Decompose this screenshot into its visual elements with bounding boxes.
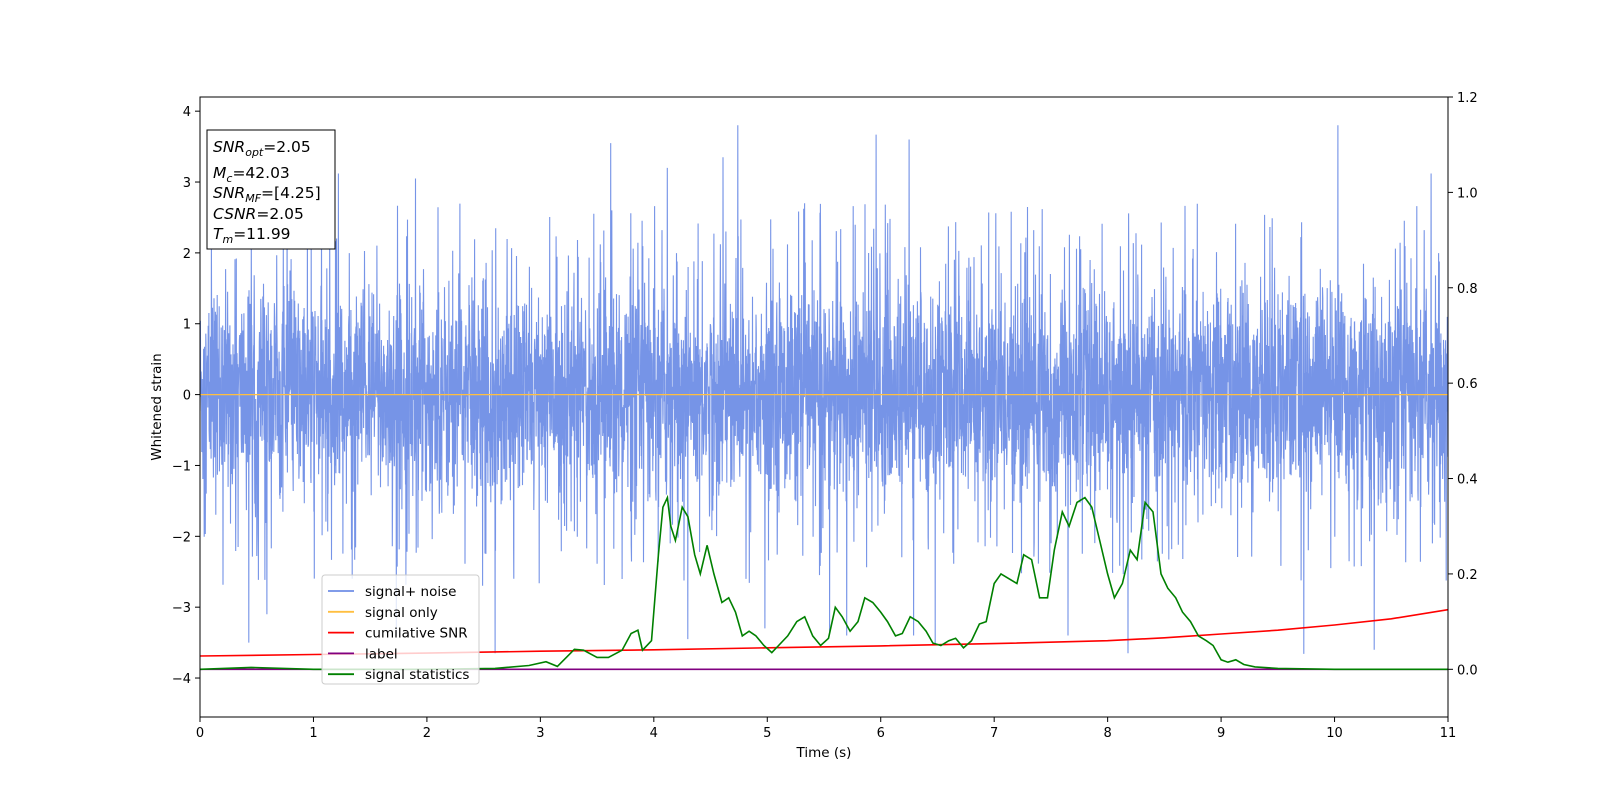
annotation-box: SNRopt=2.05 Mc=42.03 SNRMF=[4.25] CSNR=2… (206, 129, 336, 250)
y-axis-ticks: 4 3 2 1 0 −1 −2 −3 −4 (172, 105, 200, 687)
x-tick-label: 9 (1217, 726, 1225, 741)
y2-tick-label: 0.0 (1457, 663, 1478, 678)
y2-tick-label: 0.8 (1457, 282, 1478, 297)
annotation-snr-opt: SNRopt=2.05 (213, 138, 311, 159)
y-tick-label: −3 (172, 601, 191, 616)
x-tick-label: 10 (1326, 726, 1343, 741)
annotation-snr-mf: SNRMF=[4.25] (213, 184, 321, 205)
y2-tick-label: 1.2 (1457, 91, 1478, 106)
y-tick-label: −1 (172, 459, 191, 474)
y-tick-label: 3 (183, 176, 191, 191)
x-tick-label: 6 (877, 726, 885, 741)
y-tick-label: 4 (183, 105, 191, 120)
legend-label-label: label (365, 646, 398, 662)
x-tick-label: 11 (1440, 726, 1457, 741)
legend-label-signal-statistics: signal statistics (365, 667, 469, 683)
y-tick-label: −4 (172, 672, 191, 687)
y-tick-label: 0 (183, 389, 191, 404)
y2-tick-label: 1.0 (1457, 186, 1478, 201)
x-tick-label: 4 (650, 726, 658, 741)
y-tick-label: −2 (172, 530, 191, 545)
plot-frame (199, 96, 1449, 718)
y-tick-label: 1 (183, 318, 191, 333)
x-tick-label: 7 (990, 726, 998, 741)
annotation-mc: Mc=42.03 (213, 164, 290, 185)
x-tick-label: 1 (309, 726, 317, 741)
signal-noise-series (200, 125, 1448, 654)
series-signal-plus-noise (200, 125, 1448, 654)
legend: signal+ noise signal only cumilative SNR la… (321, 574, 480, 685)
x-tick-label: 5 (763, 726, 771, 741)
x-tick-label: 2 (423, 726, 431, 741)
annotation-csnr: CSNR=2.05 (213, 205, 304, 223)
y2-tick-label: 0.4 (1457, 473, 1478, 488)
y-tick-label: 2 (183, 247, 191, 262)
y-axis-title: Whitened strain (149, 353, 165, 460)
x-tick-label: 0 (196, 726, 204, 741)
x-axis-title: Time (s) (796, 745, 852, 761)
x-tick-label: 8 (1103, 726, 1111, 741)
legend-label-cumilative-snr: cumilative SNR (365, 626, 468, 642)
series-signal-statistics (200, 494, 1448, 671)
x-axis-ticks: 0 1 2 3 4 5 6 7 8 9 10 11 (196, 717, 1456, 741)
y2-tick-label: 0.6 (1457, 377, 1478, 392)
legend-label-signal-only: signal only (365, 605, 438, 621)
legend-label-signal-noise: signal+ noise (365, 584, 456, 600)
y2-axis-ticks: 1.2 1.0 0.8 0.6 0.4 0.2 0.0 (1448, 91, 1478, 678)
x-tick-label: 3 (536, 726, 544, 741)
y2-tick-label: 0.2 (1457, 568, 1478, 583)
annotation-tm: Tm=11.99 (213, 225, 291, 246)
